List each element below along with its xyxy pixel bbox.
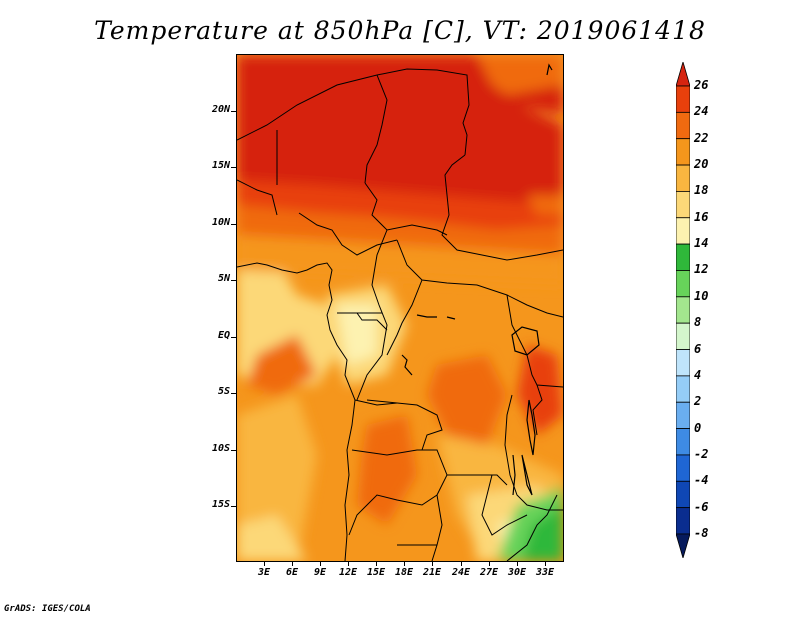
colorbar-bin [676,85,690,113]
y-tick-mark [231,280,236,281]
colorbar-bin [676,111,690,140]
colorbar-bin [676,507,690,535]
y-tick-mark [231,393,236,394]
colorbar-label: -8 [694,526,709,540]
map-title: Temperature at 850hPa [C], VT: 201906141… [94,16,706,45]
y-tick-label: 10S [211,443,230,454]
y-tick-mark [231,224,236,225]
temperature-map [236,54,564,562]
x-tick-label: 27E [479,567,499,578]
colorbar-label: 8 [694,315,702,330]
lakes [401,63,553,496]
x-tick-mark [432,562,433,566]
x-tick-mark [404,562,405,566]
colorbar-bin [676,533,690,558]
x-tick-label: 6E [285,567,299,578]
y-tick-label: 10N [211,217,230,228]
y-tick-label: 15N [211,160,230,171]
y-tick-mark [231,111,236,112]
x-tick-mark [264,562,265,566]
x-tick-mark [461,562,462,566]
x-tick-mark [517,562,518,566]
x-tick-label: 9E [313,567,327,578]
x-tick-mark [376,562,377,566]
colorbar-bin [676,322,690,350]
colorbar-bin [676,138,690,166]
x-tick-mark [348,562,349,566]
y-tick-mark [231,450,236,451]
colorbar-label: 18 [694,183,709,198]
colorbar-bin [676,349,690,377]
x-tick-label: 24E [451,567,471,578]
x-tick-label: 33E [535,567,555,578]
temperature-field [237,55,563,561]
colorbar-bin [676,164,690,192]
colorbar-label: 6 [694,341,702,356]
colorbar-label: 10 [694,288,709,303]
colorbar-bin [676,375,690,403]
colorbar-label: 2 [694,394,702,409]
y-tick-mark [231,167,236,168]
colorbar-label: -6 [694,499,709,514]
x-tick-label: 15E [366,567,386,578]
x-tick-mark [545,562,546,566]
colorbar [676,62,690,558]
country-borders [237,68,563,561]
colorbar-bin [676,217,690,245]
colorbar-bin [676,270,690,298]
colorbar-label: 14 [694,236,709,251]
x-tick-mark [320,562,321,566]
y-tick-mark [231,337,236,338]
y-tick-label: EQ [217,330,230,341]
y-tick-mark [231,506,236,507]
temperature-contours [237,55,563,561]
colorbar-bin [676,296,690,324]
x-tick-mark [489,562,490,566]
y-tick-label: 5S [217,386,230,397]
colorbar-bin [676,454,690,482]
credit-text: GrADS: IGES/COLA [4,604,91,614]
colorbar-label: 16 [694,209,709,224]
y-tick-label: 15S [211,499,230,510]
colorbar-label: -4 [694,473,709,488]
colorbar-label: 24 [694,104,709,119]
x-tick-mark [292,562,293,566]
colorbar-bin [676,401,690,429]
colorbar-bin [676,428,690,456]
colorbar-bin [676,243,690,271]
colorbar-label: 4 [694,367,702,382]
y-tick-label: 20N [211,104,230,115]
x-tick-label: 18E [394,567,414,578]
colorbar-label: -2 [694,446,709,461]
x-tick-label: 3E [257,567,271,578]
colorbar-label: 22 [694,130,709,145]
colorbar-label: 0 [694,420,702,435]
colorbar-bin [676,480,690,509]
x-tick-label: 21E [422,567,442,578]
colorbar-label: 12 [694,262,709,277]
colorbar-bin [676,191,690,219]
x-tick-label: 30E [507,567,527,578]
x-tick-label: 12E [338,567,358,578]
colorbar-label: 26 [694,78,709,92]
y-tick-label: 5N [217,273,230,284]
colorbar-bin [676,62,690,87]
colorbar-label: 20 [694,157,709,172]
